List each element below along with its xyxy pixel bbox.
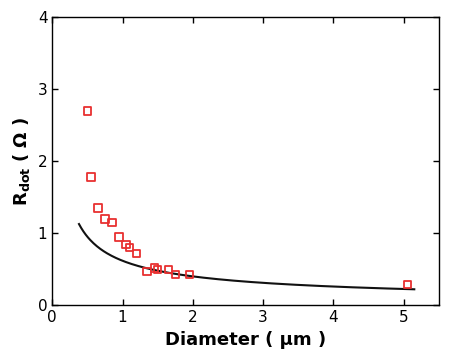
- Point: [404, 282, 411, 287]
- Point: [144, 269, 151, 274]
- Point: [154, 266, 161, 272]
- Point: [186, 271, 193, 277]
- Point: [133, 251, 140, 256]
- Point: [151, 265, 158, 271]
- Point: [122, 241, 130, 247]
- Point: [116, 234, 123, 240]
- Point: [108, 220, 116, 225]
- Point: [84, 108, 91, 114]
- Point: [94, 205, 102, 211]
- X-axis label: Diameter ( μm ): Diameter ( μm ): [165, 331, 326, 349]
- Point: [165, 266, 172, 272]
- Point: [101, 216, 108, 222]
- Point: [87, 174, 94, 180]
- Point: [172, 271, 179, 277]
- Y-axis label: R$_\mathregular{dot}$ ( Ω ): R$_\mathregular{dot}$ ( Ω ): [11, 117, 32, 206]
- Point: [126, 245, 133, 251]
